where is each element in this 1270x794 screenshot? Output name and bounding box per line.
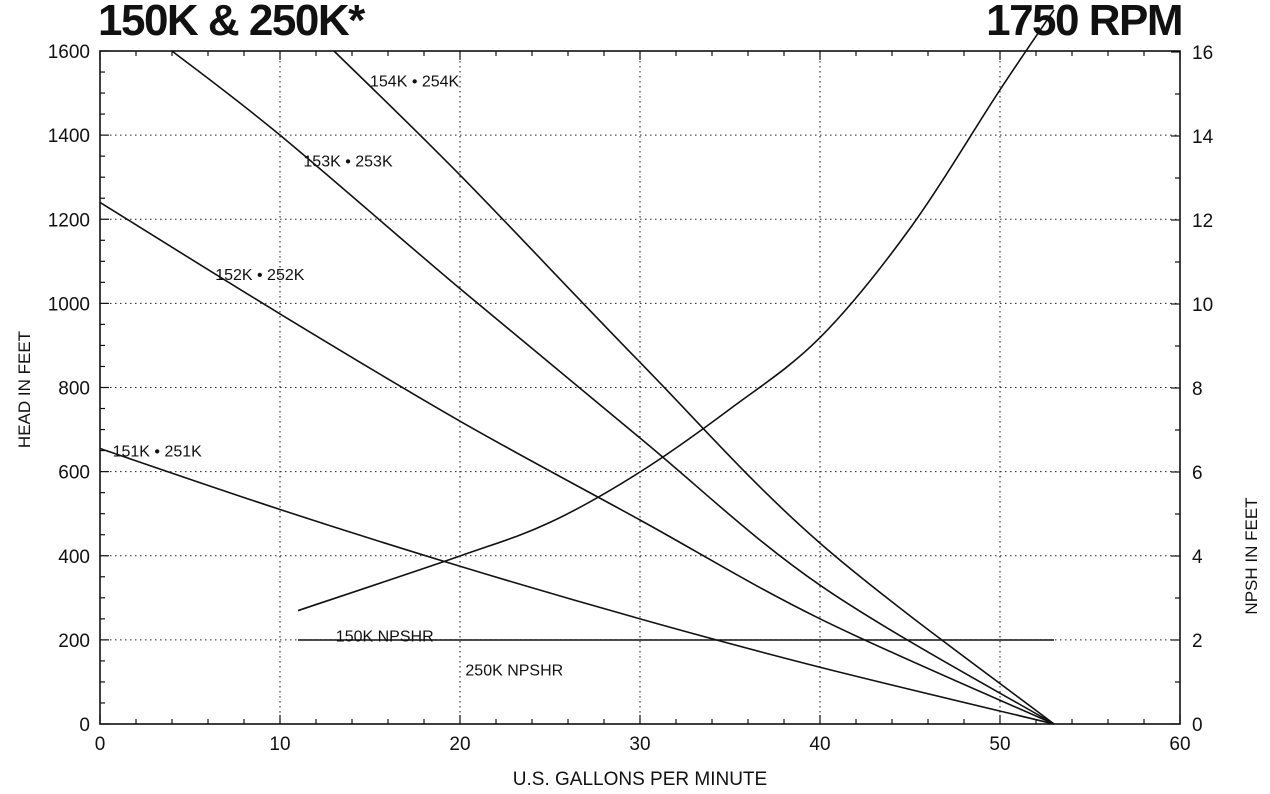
label-layer: 0 10 20 30 40 50 60020040060080010001200140016… [15, 42, 1261, 790]
chart-title: 150K & 250K* [98, 0, 365, 45]
x-tick-label: 10 [269, 734, 290, 755]
x-tick-label: 20 [449, 734, 470, 755]
y-tick-label: 1200 [48, 210, 90, 231]
y-axis-label: HEAD IN FEET [15, 331, 34, 448]
y-tick-label: 1400 [48, 126, 90, 147]
series-layer [99, 9, 1055, 725]
y-tick-label: 0 [79, 715, 90, 736]
curve-label: 152K • 252K [215, 267, 305, 284]
curve-label: 151K • 251K [113, 444, 203, 461]
x-tick-label: 40 [809, 734, 830, 755]
chart-subtitle: 1750 RPM [986, 0, 1183, 45]
y2-tick-label: 4 [1192, 547, 1203, 568]
y2-tick-label: 14 [1192, 127, 1214, 148]
x-tick-label: 60 [1169, 734, 1190, 755]
y-tick-label: 200 [58, 631, 90, 652]
tick-layer [99, 9, 1181, 725]
x-tick-label: 50 [989, 734, 1010, 755]
y2-axis-label: NPSH IN FEET [1242, 497, 1261, 614]
y2-tick-label: 8 [1192, 379, 1203, 400]
y-tick-label: 1600 [48, 42, 90, 63]
y2-tick-label: 16 [1192, 43, 1213, 64]
curve-label: 154K • 254K [370, 73, 460, 90]
x-tick-label: 0 [95, 734, 106, 755]
y-tick-label: 800 [58, 379, 90, 400]
y-tick-label: 600 [58, 463, 90, 484]
y2-tick-label: 12 [1192, 211, 1213, 232]
series-line-4 [297, 9, 1055, 612]
series-line-2 [171, 50, 1055, 725]
x-tick-label: 30 [629, 734, 650, 755]
y-tick-label: 1000 [48, 294, 90, 315]
y2-tick-label: 2 [1192, 631, 1203, 652]
series-line-0 [99, 447, 1055, 725]
x-axis-label: U.S. GALLONS PER MINUTE [513, 769, 767, 790]
series-line-3 [333, 50, 1055, 725]
y2-tick-label: 0 [1192, 715, 1203, 736]
grid-layer [100, 51, 1180, 724]
y2-tick-label: 6 [1192, 463, 1203, 484]
y2-tick-label: 10 [1192, 295, 1213, 316]
series-line-1 [99, 201, 1055, 725]
curve-label: 150K NPSHR [336, 629, 434, 646]
y-tick-label: 400 [58, 547, 90, 568]
curve-label: 153K • 253K [303, 153, 393, 170]
curve-label: 250K NPSHR [465, 662, 563, 679]
